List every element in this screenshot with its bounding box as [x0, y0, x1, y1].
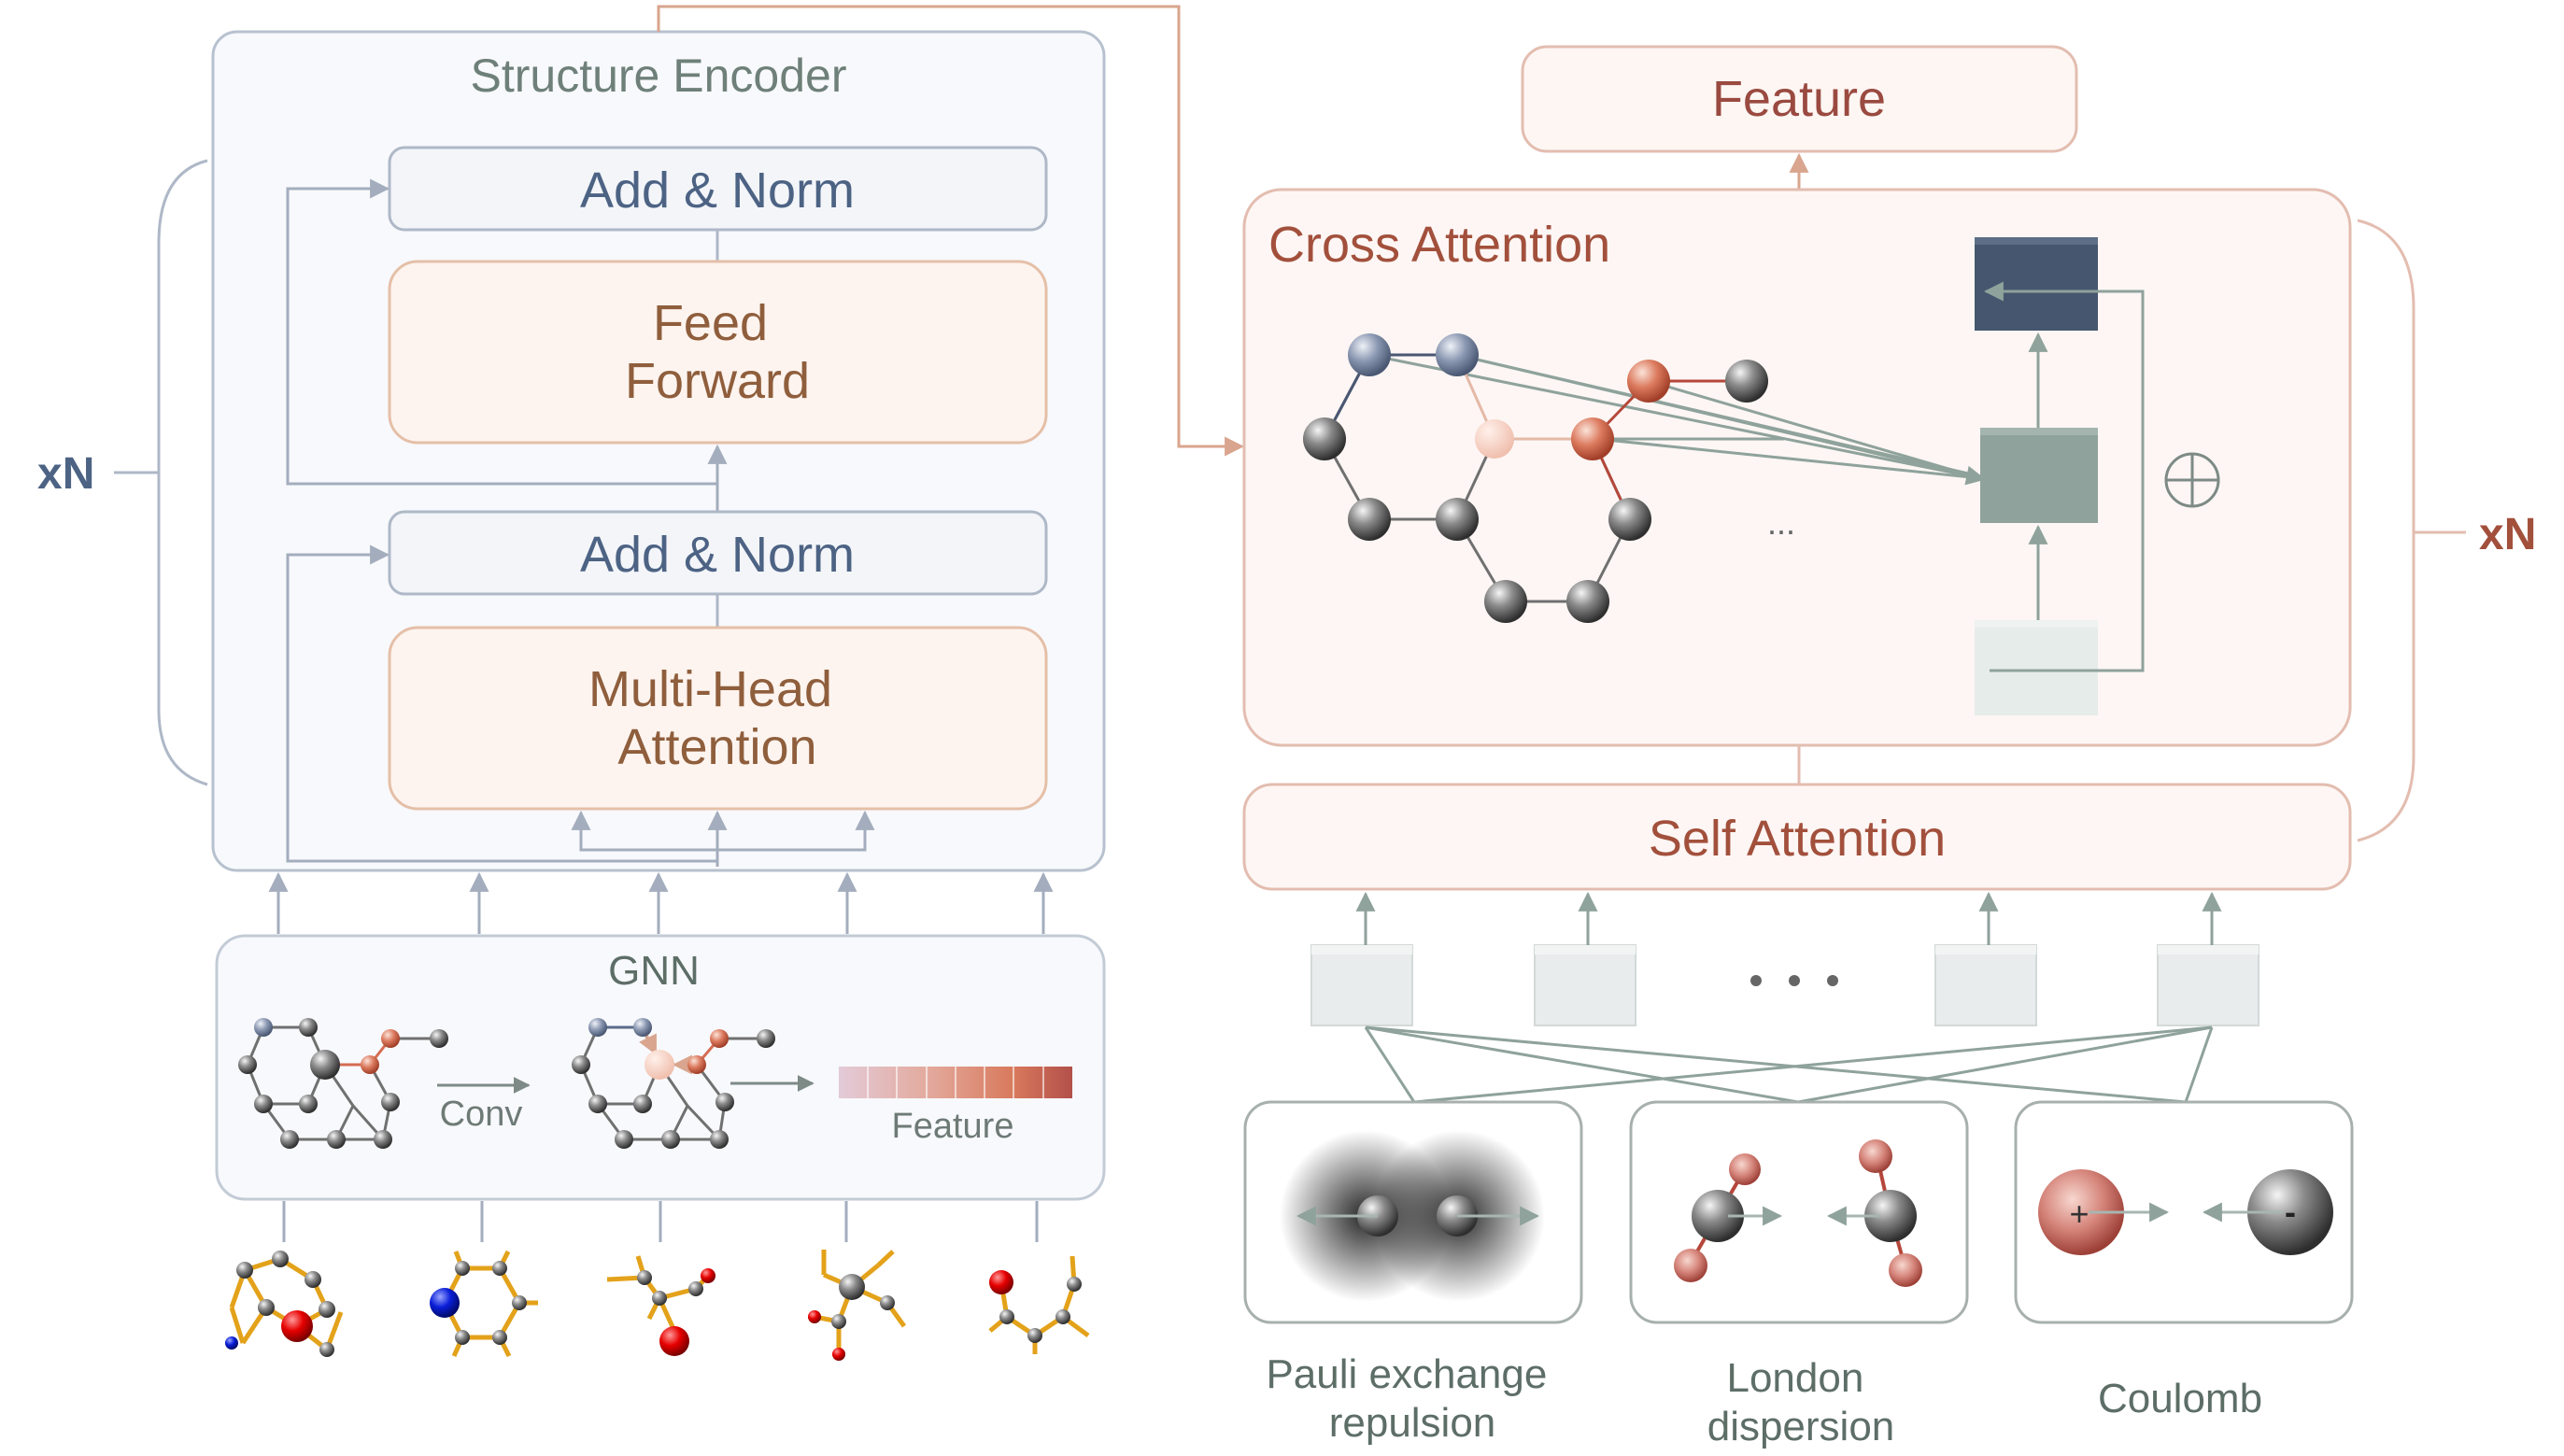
input-molecule-stems	[282, 1201, 1039, 1242]
gnn-to-encoder-arrows	[268, 871, 1054, 934]
token-cube	[1934, 944, 2037, 1026]
self-attention-box	[1242, 783, 2352, 891]
feature-output-label: Feature	[1712, 71, 1886, 127]
decoder: Feature Cross Attention	[1242, 45, 2536, 891]
encoder-repeat-label: xN	[37, 449, 94, 499]
light-input-block	[1975, 620, 2098, 715]
gnn-input-molecule	[238, 1018, 448, 1149]
cross-attention-ellipsis: ...	[1767, 503, 1795, 542]
token-to-self-attention-arrows	[1355, 891, 2222, 945]
token-cube	[1310, 944, 1413, 1026]
attention-lines	[1368, 353, 1981, 480]
gnn-module: GNN Conv	[215, 934, 1106, 1201]
cross-attention-residual	[1983, 281, 2145, 672]
coulomb-panel: + -	[2014, 1100, 2354, 1324]
add-norm-bottom-label: Add & Norm	[580, 527, 855, 583]
feed-forward-box	[388, 260, 1048, 445]
input-molecule-2	[430, 1250, 538, 1358]
cross-attention-label: Cross Attention	[1268, 217, 1610, 273]
gnn-feature-label: Feature	[892, 1107, 1014, 1146]
encoder-repeat-bracket	[157, 159, 208, 786]
multi-head-attention-label: Multi-Head Attention	[588, 661, 846, 775]
residual-add-icon	[2164, 452, 2220, 508]
cross-attention-molecule	[1303, 333, 1768, 623]
positive-charge: +	[2069, 1194, 2089, 1233]
london-label: London dispersion	[1707, 1355, 1895, 1449]
feed-forward-label: Feed Forward	[625, 295, 810, 409]
pauli-repulsion-panel	[1243, 1100, 1583, 1324]
structure-encoder: Structure Encoder Add & Norm Feed Forwar…	[37, 5, 1245, 872]
feature-output-box	[1521, 45, 2078, 153]
coulomb-label: Coulomb	[2098, 1376, 2262, 1421]
conv-label: Conv	[440, 1095, 523, 1134]
input-molecule-5	[988, 1255, 1090, 1354]
add-norm-top-label: Add & Norm	[580, 163, 855, 219]
input-molecule-4	[808, 1250, 907, 1361]
residual-connection-top	[286, 178, 717, 486]
london-dispersion-panel	[1629, 1100, 1969, 1324]
token-cube	[1534, 944, 1636, 1026]
gnn-conv-molecule	[572, 1018, 775, 1149]
token-cube	[2157, 944, 2259, 1026]
feature-vector-bar	[839, 1067, 1072, 1098]
token-ellipsis	[1750, 975, 1838, 986]
token-cubes	[1310, 944, 2259, 1026]
decoder-repeat-label: xN	[2479, 510, 2536, 559]
pauli-label: Pauli exchange repulsion	[1266, 1351, 1558, 1446]
interaction-to-token-lines	[1364, 1025, 2214, 1104]
dark-output-block	[1975, 237, 2098, 331]
residual-connection-bottom	[286, 544, 717, 863]
multi-head-attention-box	[388, 626, 1048, 811]
input-molecule-1	[225, 1251, 344, 1357]
mid-block	[1980, 428, 2098, 523]
encoder-to-cross-attention-line	[657, 5, 1245, 457]
negative-charge: -	[2285, 1193, 2296, 1231]
encoder-title: Structure Encoder	[471, 49, 847, 102]
input-molecule-3	[606, 1255, 715, 1356]
cross-attention-box	[1242, 188, 2352, 747]
self-attention-label: Self Attention	[1649, 811, 1946, 867]
decoder-repeat-bracket	[2357, 219, 2415, 842]
gnn-title: GNN	[608, 948, 700, 994]
